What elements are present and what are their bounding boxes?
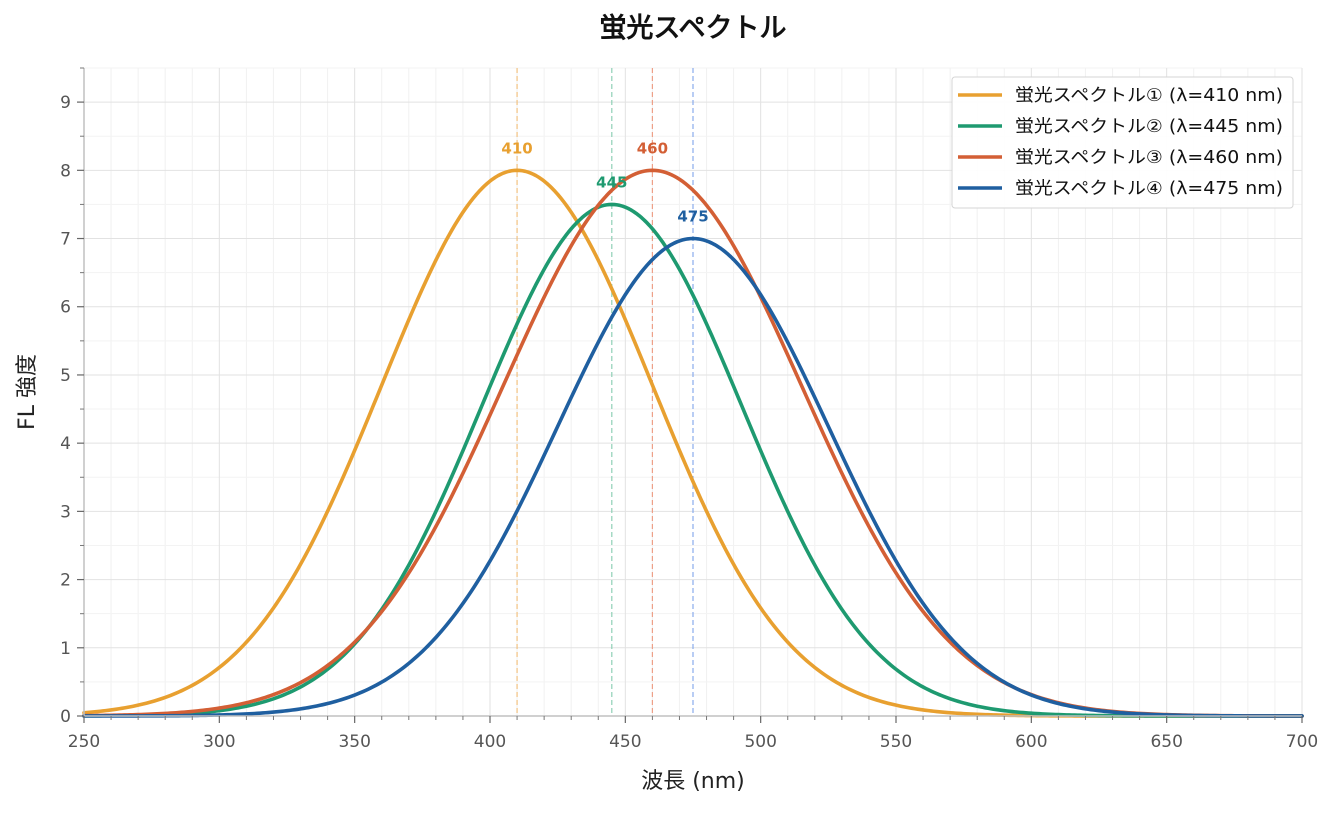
peak-label-1: 410 xyxy=(501,139,532,157)
spectrum-line-4 xyxy=(82,236,1304,718)
legend-box xyxy=(951,76,1294,209)
chart-title: 蛍光スペクトル xyxy=(599,13,786,44)
x-tick-label: 450 xyxy=(609,732,641,752)
y-tick-label: 7 xyxy=(60,230,71,250)
peak-labels: 410 445 460 475 xyxy=(501,139,708,225)
legend-entry-3: 蛍光スペクトル③ (λ=460 nm) xyxy=(1015,148,1283,168)
y-tick-label: 4 xyxy=(60,434,71,454)
y-axis-ticks: 0 1 2 3 4 5 6 7 8 9 xyxy=(60,67,84,727)
x-tick-label: 500 xyxy=(744,732,776,752)
x-tick-label: 350 xyxy=(338,732,370,752)
x-tick-label: 650 xyxy=(1150,732,1182,752)
peak-label-2: 445 xyxy=(596,173,627,191)
x-tick-label: 600 xyxy=(1015,732,1047,752)
y-tick-label: 8 xyxy=(60,161,71,181)
x-tick-label: 400 xyxy=(474,732,506,752)
y-tick-label: 1 xyxy=(60,639,71,659)
peak-label-3: 460 xyxy=(637,139,668,157)
legend: 蛍光スペクトル① (λ=410 nm) 蛍光スペクトル② (λ=445 nm) 蛍光… xyxy=(951,76,1294,209)
legend-entry-4: 蛍光スペクトル④ (λ=475 nm) xyxy=(1015,179,1283,199)
y-tick-label: 6 xyxy=(60,298,71,318)
peak-reference-lines xyxy=(516,68,694,716)
y-tick-label: 3 xyxy=(60,502,71,522)
x-axis-ticks: 250 300 350 400 450 500 550 600 650 700 xyxy=(68,716,1318,752)
y-axis-label: FL 強度 xyxy=(15,354,40,430)
y-tick-label: 9 xyxy=(60,93,71,113)
x-axis-label: 波長 (nm) xyxy=(641,769,745,794)
x-tick-label: 700 xyxy=(1286,732,1318,752)
y-tick-label: 5 xyxy=(60,366,71,386)
x-tick-label: 550 xyxy=(880,732,912,752)
axes xyxy=(83,68,1302,717)
y-tick-label: 2 xyxy=(60,571,71,591)
peak-label-4: 475 xyxy=(677,208,708,226)
x-tick-label: 300 xyxy=(203,732,235,752)
x-tick-label: 250 xyxy=(68,732,100,752)
legend-entry-2: 蛍光スペクトル② (λ=445 nm) xyxy=(1015,117,1283,137)
y-tick-label: 0 xyxy=(60,707,71,727)
legend-entry-1: 蛍光スペクトル① (λ=410 nm) xyxy=(1015,86,1283,106)
